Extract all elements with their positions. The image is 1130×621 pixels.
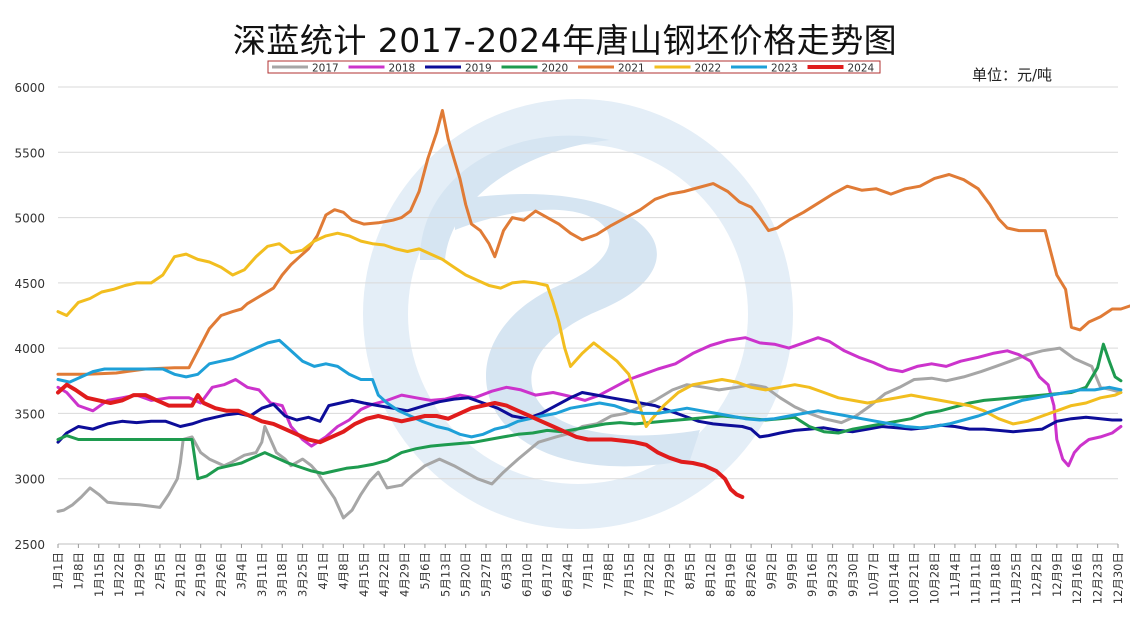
x-tick-label: 6月3日 bbox=[499, 552, 513, 590]
legend-label-2018: 2018 bbox=[389, 63, 416, 75]
x-tick-label: 11月25日 bbox=[1009, 552, 1023, 604]
y-tick-label: 3000 bbox=[14, 473, 45, 487]
x-tick-label: 5月27日 bbox=[479, 552, 493, 597]
series-line-2017 bbox=[56, 346, 1123, 520]
x-tick-label: 12月2日 bbox=[1029, 552, 1043, 597]
legend-label-2021: 2021 bbox=[618, 63, 645, 75]
x-tick-label: 7月15日 bbox=[622, 552, 636, 597]
watermark-logo-icon bbox=[363, 99, 793, 529]
series-line-2022 bbox=[56, 231, 1123, 428]
x-tick-label: 5月13日 bbox=[438, 552, 452, 597]
x-tick-label: 9月2日 bbox=[764, 552, 778, 590]
x-tick-label: 10月21日 bbox=[907, 552, 921, 604]
x-tick-label: 4月8日 bbox=[336, 552, 350, 590]
chart-title: 深蓝统计 2017-2024年唐山钢坯价格走势图 bbox=[232, 21, 898, 60]
x-tick-label: 9月9日 bbox=[785, 552, 799, 590]
x-tick-label: 1月8日 bbox=[71, 552, 85, 590]
x-tick-label: 12月23日 bbox=[1091, 552, 1105, 604]
x-tick-label: 6月17日 bbox=[540, 552, 554, 597]
series-line-2018 bbox=[56, 336, 1123, 468]
x-tick-label: 11月4日 bbox=[948, 552, 962, 597]
x-tick-label: 9月30日 bbox=[846, 552, 860, 597]
x-tick-label: 5月6日 bbox=[418, 552, 432, 590]
y-tick-label: 6000 bbox=[14, 81, 45, 95]
x-tick-label: 5月20日 bbox=[459, 552, 473, 597]
series-line-2024 bbox=[56, 382, 745, 499]
x-tick-label: 8月26日 bbox=[744, 552, 758, 597]
x-tick-label: 7月22日 bbox=[642, 552, 656, 597]
x-tick-label: 8月12日 bbox=[703, 552, 717, 597]
x-tick-label: 4月15日 bbox=[357, 552, 371, 597]
x-tick-label: 9月16日 bbox=[805, 552, 819, 597]
x-tick-label: 11月11日 bbox=[968, 552, 982, 604]
x-tick-label: 12月9日 bbox=[1050, 552, 1064, 597]
x-tick-label: 7月29日 bbox=[663, 552, 677, 597]
y-tick-label: 4500 bbox=[14, 277, 45, 291]
legend-label-2019: 2019 bbox=[465, 63, 492, 75]
x-tick-label: 1月29日 bbox=[133, 552, 147, 597]
x-tick-label: 4月1日 bbox=[316, 552, 330, 590]
y-tick-label: 5000 bbox=[14, 212, 45, 226]
x-tick-label: 10月14日 bbox=[887, 552, 901, 604]
x-tick-label: 8月5日 bbox=[683, 552, 697, 590]
legend-label-2022: 2022 bbox=[695, 63, 722, 75]
x-axis: 1月1日 1月8日 1月15日 1月22日 1月29日 2月5日 2月12日 2月19日 2月2… bbox=[51, 544, 1125, 604]
legend-box bbox=[267, 60, 881, 74]
legend-label-2017: 2017 bbox=[312, 63, 339, 75]
x-tick-label: 6月10日 bbox=[520, 552, 534, 597]
x-tick-label: 2月5日 bbox=[153, 552, 167, 590]
x-tick-label: 7月1日 bbox=[581, 552, 595, 590]
x-tick-label: 1月22日 bbox=[112, 552, 126, 597]
x-tick-label: 2月12日 bbox=[173, 552, 187, 597]
x-tick-label: 3月11日 bbox=[255, 552, 269, 597]
legend-label-2023: 2023 bbox=[771, 63, 798, 75]
x-tick-label: 2月19日 bbox=[194, 552, 208, 597]
y-tick-label: 3500 bbox=[14, 407, 45, 421]
x-tick-label: 1月1日 bbox=[51, 552, 65, 590]
y-axis: 2500 3000 3500 4000 4500 5000 5500 6000 bbox=[14, 81, 45, 552]
x-tick-label: 1月15日 bbox=[92, 552, 106, 597]
x-tick-label: 3月25日 bbox=[296, 552, 310, 597]
x-tick-label: 4月29日 bbox=[398, 552, 412, 597]
x-tick-label: 3月18日 bbox=[275, 552, 289, 597]
legend-label-2020: 2020 bbox=[542, 63, 569, 75]
x-tick-label: 3月4日 bbox=[234, 552, 248, 590]
series-line-2020 bbox=[56, 342, 1123, 481]
x-tick-label: 4月22日 bbox=[377, 552, 391, 597]
y-tick-label: 2500 bbox=[14, 538, 45, 552]
x-tick-label: 2月26日 bbox=[214, 552, 228, 597]
legend: 2017 2018 2019 2020 2021 2022 2023 2024 bbox=[267, 60, 881, 75]
x-tick-label: 11月18日 bbox=[989, 552, 1003, 604]
x-tick-label: 6月24日 bbox=[561, 552, 575, 597]
legend-label-2024: 2024 bbox=[848, 63, 875, 75]
x-tick-label: 10月7日 bbox=[866, 552, 880, 597]
x-tick-label: 12月16日 bbox=[1070, 552, 1084, 604]
x-tick-label: 8月19日 bbox=[724, 552, 738, 597]
x-tick-label: 9月23日 bbox=[826, 552, 840, 597]
y-tick-label: 4000 bbox=[14, 342, 45, 356]
unit-label: 单位：元/吨 bbox=[972, 66, 1053, 84]
x-tick-label: 10月28日 bbox=[928, 552, 942, 604]
y-tick-label: 5500 bbox=[14, 146, 45, 160]
x-tick-label: 12月30日 bbox=[1111, 552, 1125, 604]
series-line-2021 bbox=[56, 109, 1130, 376]
x-tick-label: 7月8日 bbox=[601, 552, 615, 590]
series-lines bbox=[56, 109, 1130, 520]
